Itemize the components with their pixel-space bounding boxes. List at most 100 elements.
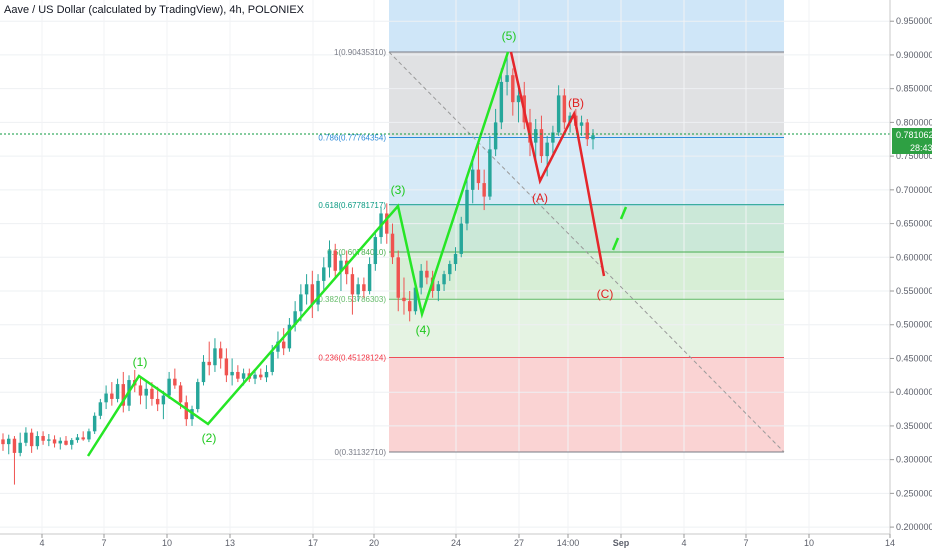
time-axis-label: 24 [451, 538, 461, 548]
candle-body [516, 95, 521, 103]
candle-body [470, 169, 475, 190]
candle-body [12, 438, 17, 453]
candle-body [110, 393, 114, 399]
corrective-wave-line [509, 51, 606, 277]
price-axis-label: 0.65000000 [896, 219, 932, 229]
candle-body [24, 432, 28, 443]
candle-body [493, 122, 498, 150]
candle-body [115, 384, 120, 399]
candle-body [47, 439, 51, 441]
wave-label-C: (C) [597, 287, 614, 301]
candle-body [218, 348, 223, 359]
candle-body [70, 440, 74, 445]
candle-body [316, 280, 320, 305]
price-axis-label: 0.55000000 [896, 286, 932, 296]
fib-zone-0382-05 [389, 253, 784, 300]
candle-body [488, 149, 492, 197]
time-axis-labels: 4 7 10 13 17 20 24 27 14:00 Sep 4 7 10 14 [39, 534, 895, 548]
candle-body [465, 189, 469, 224]
candle-body [511, 75, 515, 103]
candle-body [161, 395, 166, 405]
candle-body [402, 297, 406, 302]
grid [0, 0, 891, 534]
candle-body [87, 431, 91, 440]
candle-body [236, 371, 240, 379]
candle-body [281, 341, 286, 349]
fib-zone-top [389, 0, 784, 52]
candle-body [385, 213, 389, 234]
fib-zone-05-0618 [389, 206, 784, 253]
price-axis-label: 0.40000000 [896, 387, 932, 397]
wave-label-3: (3) [391, 183, 406, 197]
candle-body [562, 95, 567, 123]
price-axis-label: 0.60000000 [896, 252, 932, 262]
candle-body [196, 382, 200, 410]
candle-body [442, 274, 446, 285]
wave-lines [86, 51, 628, 457]
price-axis-label: 0.80000000 [896, 117, 932, 127]
fib-zones [389, 0, 784, 452]
chart-title: Aave / US Dollar (calculated by TradingV… [4, 4, 305, 16]
candle-body [207, 361, 211, 366]
candle-body [52, 439, 57, 444]
time-axis-label: 4 [39, 538, 44, 548]
candle-body [539, 129, 544, 157]
candle-body [356, 284, 360, 295]
price-axis-label: 0.95000000 [896, 16, 932, 26]
candle-body [476, 169, 481, 184]
price-axis[interactable] [890, 0, 932, 534]
candle-body [18, 442, 22, 453]
candle-body [322, 267, 326, 281]
candle-body [591, 135, 595, 140]
time-axis-label: Sep [613, 538, 630, 548]
candle-body [407, 301, 412, 312]
candle-body [7, 438, 11, 445]
candle-body [373, 237, 378, 265]
candle-body [75, 437, 80, 441]
time-axis-label: 10 [162, 538, 172, 548]
price-axis-label: 0.50000000 [896, 320, 932, 330]
fib-zone-0-0236 [389, 358, 784, 452]
candle-body [505, 75, 509, 82]
fib-trend-line [388, 51, 785, 453]
candle-body [1, 439, 5, 445]
wave-label-1: (1) [133, 355, 148, 369]
candle-body [98, 402, 103, 416]
candle-body [579, 122, 584, 126]
candle-body [104, 393, 108, 403]
candle-body [333, 250, 337, 271]
price-axis-label: 0.25000000 [896, 488, 932, 498]
candle-body [551, 132, 555, 143]
time-axis-label: 7 [101, 538, 106, 548]
candle-body [287, 324, 292, 349]
candle-body [81, 437, 85, 440]
candle-body [396, 257, 400, 298]
wave-label-B: (B) [568, 96, 584, 110]
fib-label-1: 1(0.90435310) [334, 48, 386, 57]
wave-label-5: (5) [502, 29, 517, 43]
candle-body [264, 371, 269, 378]
current-price-value: 0.78106267 [896, 130, 932, 140]
projection-tick-lower [611, 237, 620, 251]
fib-zone-0618-0786 [389, 136, 784, 206]
candle-body [64, 440, 68, 445]
candle-body [482, 183, 486, 197]
candle-body [344, 260, 349, 275]
candle-body [150, 388, 154, 399]
impulse-wave-line [86, 51, 510, 457]
candle-body [413, 287, 418, 312]
price-axis-label: 0.35000000 [896, 421, 932, 431]
countdown-timer: 28:43 [910, 143, 932, 153]
current-price-tag: 0.78106267 28:43 [892, 128, 932, 154]
price-axis-label: 0.30000000 [896, 455, 932, 465]
candle-body [367, 264, 372, 292]
fib-label-0.786: 0.786(0.77764354) [318, 133, 386, 142]
time-axis-label: 20 [369, 538, 379, 548]
candle-body [138, 385, 143, 396]
candle-body [144, 388, 148, 396]
wave-label-A: (A) [532, 191, 548, 205]
candle-body [390, 233, 395, 258]
time-axis[interactable] [0, 534, 890, 550]
candle-body [224, 358, 229, 376]
